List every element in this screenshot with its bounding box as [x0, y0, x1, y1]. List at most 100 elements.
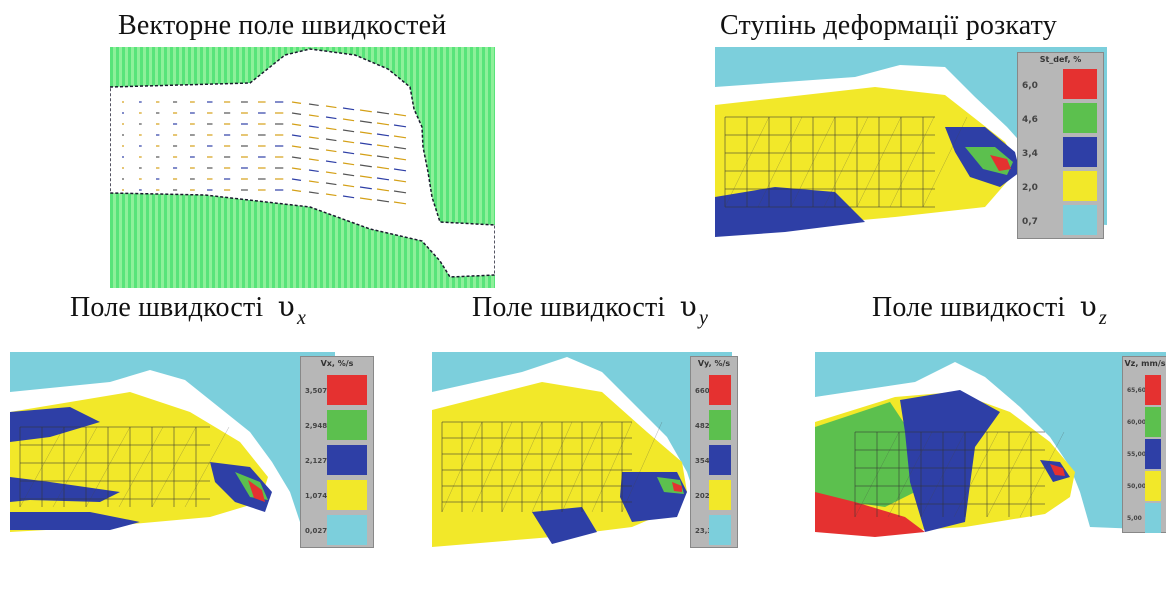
velocity-vector [342, 107, 355, 111]
vx-title-text: Поле швидкості [70, 292, 264, 323]
vector-field-plot [110, 47, 495, 288]
vx-legend-swatch [327, 375, 367, 405]
vy-legend-swatch [709, 480, 731, 510]
vz-legend-row: 65,60 [1123, 375, 1166, 409]
velocity-vector [376, 177, 390, 181]
vz-legend-label: 50,00 [1127, 483, 1146, 490]
mesh-diagonal [920, 431, 966, 518]
vx-legend-label: 2,9481 [305, 422, 333, 430]
mesh-diagonal [823, 116, 869, 208]
vx-mesh [19, 426, 230, 508]
vy-legend-label: 482,2 [695, 422, 718, 430]
velocity-vector [291, 101, 302, 104]
velocity-vector [325, 149, 337, 153]
velocity-vector [376, 188, 390, 192]
vx-legend-swatch [327, 515, 367, 545]
mesh-diagonal [986, 431, 1032, 518]
vx-legend-swatch [327, 410, 367, 440]
mesh-diagonal [118, 426, 164, 508]
velocity-vector [308, 158, 319, 162]
velocity-vector [325, 160, 337, 164]
vz-legend-label: 65,60 [1127, 387, 1146, 394]
velocity-vector [308, 114, 319, 118]
vy-symbol: υ [679, 290, 698, 323]
velocity-vector [325, 116, 337, 120]
vz-legend-swatch [1145, 407, 1161, 437]
vz-legend-label: 60,00 [1127, 419, 1146, 426]
vx-symbol: υ [277, 290, 296, 323]
velocity-vector [393, 135, 407, 139]
vz-panel [815, 352, 1166, 610]
vx-legend-label: 1,0743 [305, 492, 333, 500]
vy-legend-title: Vy, %/s [697, 359, 731, 368]
mesh-diagonal [85, 426, 131, 508]
vx-legend: Vx, %/s 3,5077 2,9481 2,1272 1,0743 0,0277 [300, 356, 374, 548]
velocity-vector [325, 193, 337, 197]
velocity-vector [359, 109, 372, 113]
strain-legend-swatch [1063, 69, 1097, 99]
velocity-vector [393, 113, 407, 117]
vx-legend-swatch [327, 480, 367, 510]
mesh-diagonal [471, 421, 513, 513]
vy-legend-row: 202,0 [691, 480, 737, 514]
vz-symbol: υ [1079, 290, 1098, 323]
velocity-vector-title: Векторне поле швидкостей [118, 10, 447, 41]
velocity-vector [308, 147, 319, 151]
velocity-vector [359, 153, 372, 157]
velocity-vector [291, 134, 302, 137]
velocity-vector [291, 189, 302, 192]
velocity-vector [291, 167, 302, 170]
velocity-vector [291, 156, 302, 159]
vz-legend-label: 55,00 [1127, 451, 1146, 458]
vz-legend: Vz, mm/s 65,60 60,00 55,00 50,00 5,00 [1122, 356, 1166, 533]
strain-legend: St_def, % 6,0 4,6 3,4 2,0 0,7 [1017, 52, 1104, 239]
velocity-vector [376, 122, 390, 126]
vector-field-panel [110, 47, 495, 288]
velocity-vector [393, 168, 407, 172]
velocity-vector [325, 105, 337, 109]
velocity-vector [342, 173, 355, 177]
velocity-vector [376, 111, 390, 115]
strain-legend-swatch [1063, 171, 1097, 201]
vz-legend-title: Vz, mm/s [1124, 359, 1166, 368]
strain-legend-label: 2,0 [1022, 183, 1038, 193]
mesh-diagonal [19, 426, 65, 508]
mesh-diagonal [724, 116, 770, 208]
velocity-vector [393, 157, 407, 161]
velocity-vector [376, 144, 390, 148]
vx-legend-row: 2,1272 [301, 445, 373, 479]
velocity-vector [308, 103, 319, 107]
strain-legend-row: 4,6 [1018, 103, 1103, 137]
vx-legend-title: Vx, %/s [320, 359, 354, 368]
vy-panel [432, 352, 732, 610]
velocity-vector [325, 182, 337, 186]
vz-mesh [854, 431, 1065, 518]
vy-legend-label: 202,0 [695, 492, 718, 500]
vz-legend-swatch [1145, 375, 1161, 405]
velocity-vector [376, 155, 390, 159]
vz-legend-swatch [1145, 439, 1161, 469]
vx-legend-label: 0,0277 [305, 527, 333, 535]
vx-legend-row: 0,0277 [301, 515, 373, 549]
vx-legend-label: 3,5077 [305, 387, 333, 395]
strain-legend-swatch [1063, 205, 1097, 235]
vy-legend-row: 660,4 [691, 375, 737, 409]
vz-legend-swatch [1145, 503, 1161, 533]
vz-plot [815, 352, 1166, 610]
velocity-vector [393, 124, 407, 128]
velocity-vector [376, 133, 390, 137]
velocity-vector [325, 171, 337, 175]
mesh-diagonal [441, 421, 483, 513]
strain-legend-swatch [1063, 103, 1097, 133]
velocity-vector [342, 195, 355, 199]
velocity-vector [359, 131, 372, 135]
velocity-vector [342, 162, 355, 166]
vx-legend-label: 2,1272 [305, 457, 333, 465]
mesh-diagonal [52, 426, 98, 508]
mesh-diagonal [591, 421, 633, 513]
vz-legend-swatch [1145, 471, 1161, 501]
velocity-vector [359, 164, 372, 168]
